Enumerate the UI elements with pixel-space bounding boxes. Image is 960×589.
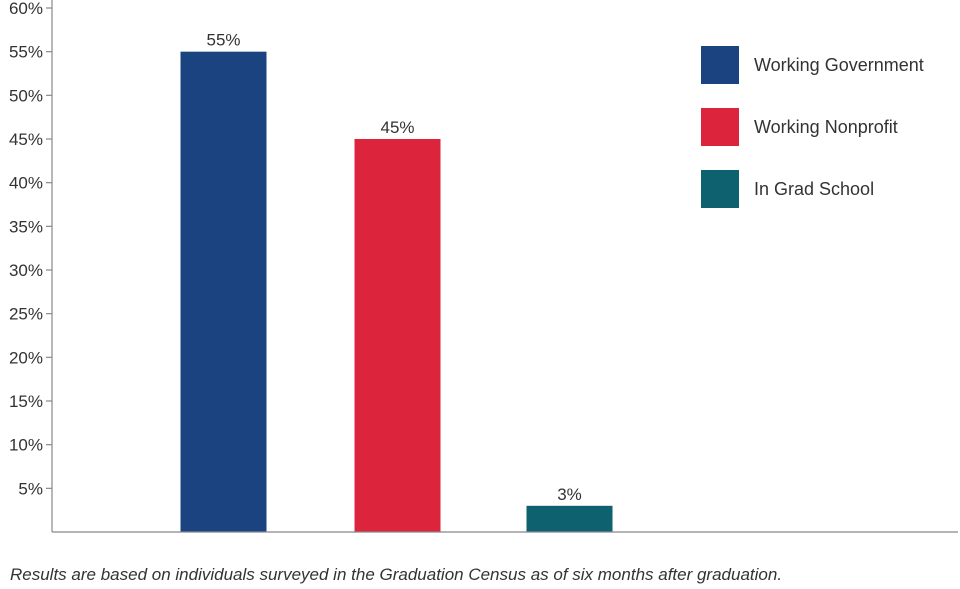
- legend-swatch: [701, 46, 739, 84]
- bar-data-label: 45%: [380, 118, 414, 137]
- y-tick-label: 10%: [9, 436, 43, 455]
- y-tick-label: 15%: [9, 392, 43, 411]
- y-tick-label: 50%: [9, 86, 43, 105]
- bar: [354, 139, 441, 532]
- y-tick-label: 40%: [9, 174, 43, 193]
- y-axis: 5% 10% 15% 20% 25% 30% 35% 40% 45% 50% 55% 60%: [9, 0, 53, 532]
- bar: [526, 505, 613, 532]
- bar: [180, 51, 267, 533]
- bar-chart: 5% 10% 15% 20% 25% 30% 35% 40% 45% 50% 55% 60% 55% 4…: [9, 0, 958, 533]
- bar-data-label: 3%: [557, 485, 582, 504]
- bars: [180, 51, 613, 533]
- footnote: Results are based on individuals surveye…: [10, 565, 783, 584]
- y-tick-label: 60%: [9, 0, 43, 18]
- y-tick-label: 20%: [9, 348, 43, 367]
- legend-entry-label: Working Government: [754, 55, 924, 75]
- legend-swatch: [701, 170, 739, 208]
- y-tick-label: 5%: [18, 479, 43, 498]
- y-tick-label: 30%: [9, 261, 43, 280]
- y-tick-label: 55%: [9, 43, 43, 62]
- bar-data-labels: 55% 45% 3%: [206, 31, 581, 504]
- legend-entry-label: In Grad School: [754, 179, 874, 199]
- y-tick-label: 35%: [9, 217, 43, 236]
- bar-data-label: 55%: [206, 31, 240, 50]
- legend-swatch: [701, 108, 739, 146]
- legend-entry-label: Working Nonprofit: [754, 117, 898, 137]
- y-tick-label: 25%: [9, 305, 43, 324]
- y-tick-label: 45%: [9, 130, 43, 149]
- legend: Working Government Working Nonprofit In Gr…: [701, 46, 924, 208]
